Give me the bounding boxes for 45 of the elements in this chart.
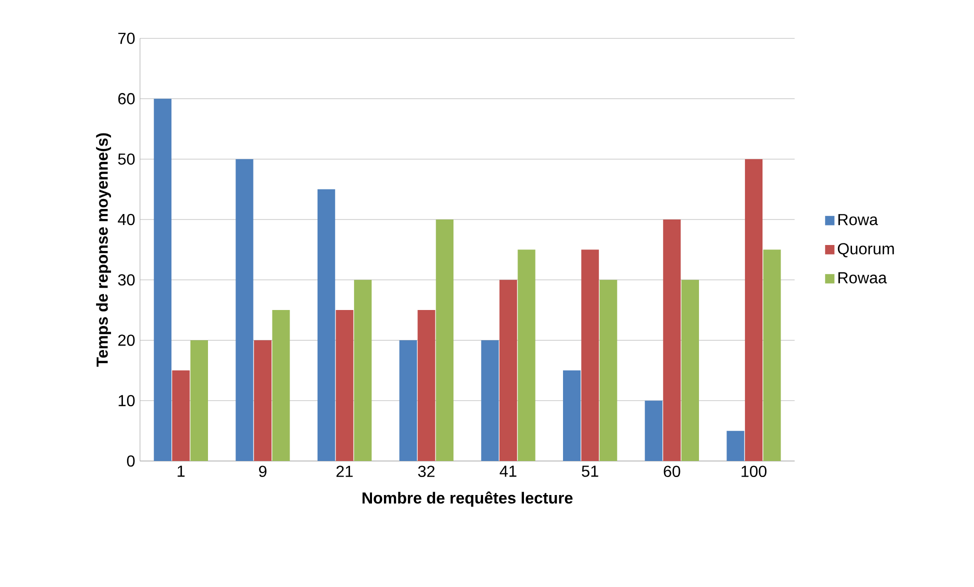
bar xyxy=(236,159,254,462)
y-tick-label: 60 xyxy=(118,93,135,104)
y-tick-label: 20 xyxy=(118,334,135,346)
bar xyxy=(726,430,744,462)
bar xyxy=(254,340,272,462)
bar xyxy=(190,340,208,462)
legend-label: Quorum xyxy=(838,243,894,258)
bar xyxy=(744,159,763,462)
bar xyxy=(418,310,436,462)
bar xyxy=(681,280,699,462)
bar xyxy=(600,280,618,462)
bar xyxy=(172,370,190,462)
bar xyxy=(481,340,499,462)
y-tick-label: 30 xyxy=(118,274,135,286)
y-tick-label: 0 xyxy=(127,455,135,467)
y-tick-label: 10 xyxy=(118,394,135,406)
x-tick-label: 100 xyxy=(742,466,766,478)
bar xyxy=(581,250,599,462)
bar xyxy=(563,370,581,462)
legend-label: Rowa xyxy=(838,214,878,226)
bar xyxy=(436,219,454,462)
bar xyxy=(354,280,372,462)
y-tick-label: 70 xyxy=(118,32,135,44)
bar xyxy=(499,280,518,462)
y-tick-label: 40 xyxy=(118,214,135,226)
y-axis-title: Temps de reponse moyenne(s) xyxy=(96,133,112,367)
bar xyxy=(272,310,290,462)
x-tick-label: 60 xyxy=(664,466,680,478)
bar xyxy=(663,219,681,462)
bar xyxy=(336,310,354,462)
x-tick-label: 41 xyxy=(500,466,516,477)
x-axis-title: Nombre de requêtes lecture xyxy=(362,492,573,507)
x-tick-label: 51 xyxy=(582,466,598,477)
bar xyxy=(318,189,336,462)
x-tick-label: 21 xyxy=(336,466,353,477)
bar xyxy=(763,250,781,462)
bar xyxy=(399,340,417,462)
legend-label: Rowaa xyxy=(838,272,887,284)
bar xyxy=(154,98,172,462)
x-tick-label: 9 xyxy=(259,466,266,478)
bar xyxy=(644,400,662,462)
bar xyxy=(518,250,536,462)
x-tick-label: 1 xyxy=(178,466,185,477)
y-tick-label: 50 xyxy=(118,153,135,165)
x-tick-label: 32 xyxy=(418,466,435,478)
